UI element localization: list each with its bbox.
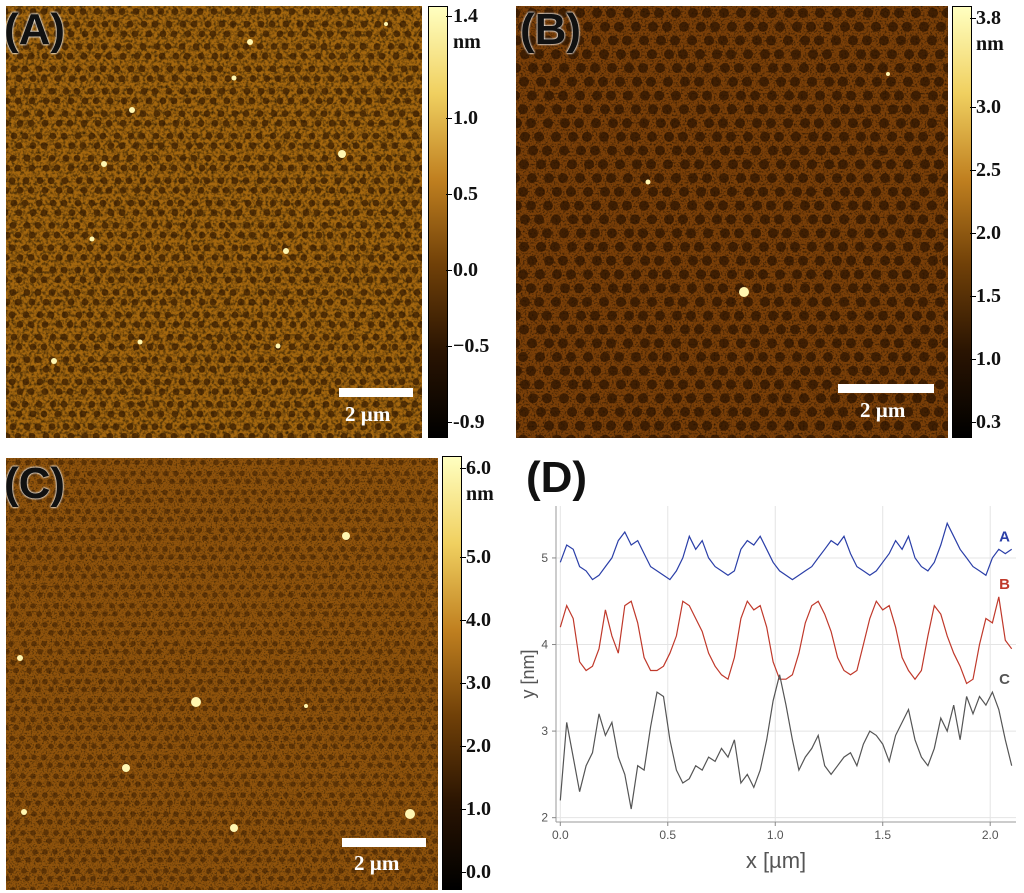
colorbar-tick-c-6: 1.0 <box>466 798 491 820</box>
colorbar-tick-b-4: 2.0 <box>976 222 1001 244</box>
afm-image-c <box>6 458 438 890</box>
series-label-a: A <box>999 528 1010 545</box>
chart-series: A B C <box>559 521 1013 810</box>
colorbar-tick-c-5: 2.0 <box>466 735 491 757</box>
y-tick-label-3: 5 <box>541 551 548 565</box>
afm-c-texture <box>6 458 438 890</box>
x-tick-label-3: 1.5 <box>874 828 891 842</box>
colorbar-tick-a-3: 0.5 <box>453 183 478 205</box>
x-axis-title: x [µm] <box>746 848 806 873</box>
colorbar-b <box>952 6 972 438</box>
colorbar-mark-b-2 <box>970 107 976 108</box>
colorbar-tick-c-0: 6.0 <box>466 457 491 479</box>
series-line-a <box>559 521 1013 581</box>
panel-label-d: (D) <box>526 453 588 502</box>
colorbar-mark-c-3 <box>460 620 466 621</box>
colorbar-tick-c-4: 3.0 <box>466 672 491 694</box>
x-tick-label-2: 1.0 <box>767 828 784 842</box>
scale-bar-b <box>838 384 934 393</box>
colorbar-mark-c-5 <box>460 746 466 747</box>
colorbar-mark-a-2 <box>446 118 452 119</box>
y-tick-label-2: 4 <box>541 638 548 652</box>
colorbar-tick-b-5: 1.5 <box>976 285 1001 307</box>
series-line-b <box>559 596 1013 685</box>
colorbar-mark-b-4 <box>970 233 976 234</box>
colorbar-mark-c-0 <box>460 468 466 469</box>
colorbar-tick-b-2: 3.0 <box>976 96 1001 118</box>
colorbar-mark-c-4 <box>460 683 466 684</box>
chart-axes: 0.0 0.5 1.0 1.5 2.0 2 3 4 5 x [µm] y [nm] <box>520 506 1016 873</box>
afm-image-b <box>516 6 948 438</box>
colorbar-tick-b-3: 2.5 <box>976 159 1001 181</box>
colorbar-tick-a-5: −0.5 <box>453 335 490 357</box>
colorbar-tick-a-0: 1.4 <box>453 5 478 27</box>
afm-image-a <box>6 6 422 438</box>
colorbar-c <box>442 456 462 890</box>
colorbar-tick-a-2: 1.0 <box>453 107 478 129</box>
colorbar-mark-b-0 <box>970 18 976 19</box>
colorbar-mark-b-7 <box>970 422 976 423</box>
colorbar-mark-b-6 <box>970 359 976 360</box>
colorbar-mark-c-2 <box>460 557 466 558</box>
chart-grid <box>556 506 1016 822</box>
x-tick-label-0: 0.0 <box>552 828 569 842</box>
colorbar-tick-b-6: 1.0 <box>976 348 1001 370</box>
y-axis-title: y [nm] <box>520 649 538 698</box>
series-line-c <box>559 674 1013 810</box>
series-label-b: B <box>999 576 1010 593</box>
colorbar-tick-c-2: 5.0 <box>466 546 491 568</box>
colorbar-tick-a-4: 0.0 <box>453 259 478 281</box>
colorbar-tick-a-1: nm <box>453 31 481 53</box>
colorbar-tick-b-7: 0.3 <box>976 411 1001 433</box>
y-tick-label-1: 3 <box>541 724 548 738</box>
colorbar-tick-c-7: 0.0 <box>466 861 491 883</box>
colorbar-mark-b-5 <box>970 296 976 297</box>
colorbar-mark-b-3 <box>970 170 976 171</box>
colorbar-tick-b-1: nm <box>976 33 1004 55</box>
x-tick-label-4: 2.0 <box>982 828 999 842</box>
colorbar-mark-c-6 <box>460 809 466 810</box>
afm-a-texture <box>6 6 422 438</box>
y-tick-label-0: 2 <box>541 811 548 825</box>
colorbar-mark-a-6 <box>446 422 452 423</box>
scale-bar-label-a: 2 µm <box>345 402 391 426</box>
scale-bar-c <box>342 838 426 847</box>
colorbar-tick-c-3: 4.0 <box>466 609 491 631</box>
colorbar-mark-a-5 <box>446 346 452 347</box>
series-label-c: C <box>999 671 1010 688</box>
colorbar-tick-a-6: -0.9 <box>453 411 485 433</box>
panel-label-c: (C) <box>4 459 66 508</box>
colorbar-tick-c-1: nm <box>466 483 494 505</box>
colorbar-mark-c-7 <box>460 872 466 873</box>
colorbar-mark-a-3 <box>446 194 452 195</box>
colorbar-mark-a-4 <box>446 270 452 271</box>
panel-label-a: (A) <box>4 5 66 54</box>
panel-label-b: (B) <box>520 5 582 54</box>
height-profile-chart: A B C 0.0 0.5 1.0 1.5 2.0 2 3 4 5 x [µm] y [nm] <box>520 506 1016 873</box>
scale-bar-label-c: 2 µm <box>354 851 400 875</box>
afm-b-texture <box>516 6 948 438</box>
x-tick-label-1: 0.5 <box>659 828 676 842</box>
colorbar-tick-b-0: 3.8 <box>976 7 1001 29</box>
colorbar-a <box>428 6 448 438</box>
colorbar-mark-a-0 <box>446 16 452 17</box>
scale-bar-a <box>339 388 413 397</box>
scale-bar-label-b: 2 µm <box>860 398 906 422</box>
